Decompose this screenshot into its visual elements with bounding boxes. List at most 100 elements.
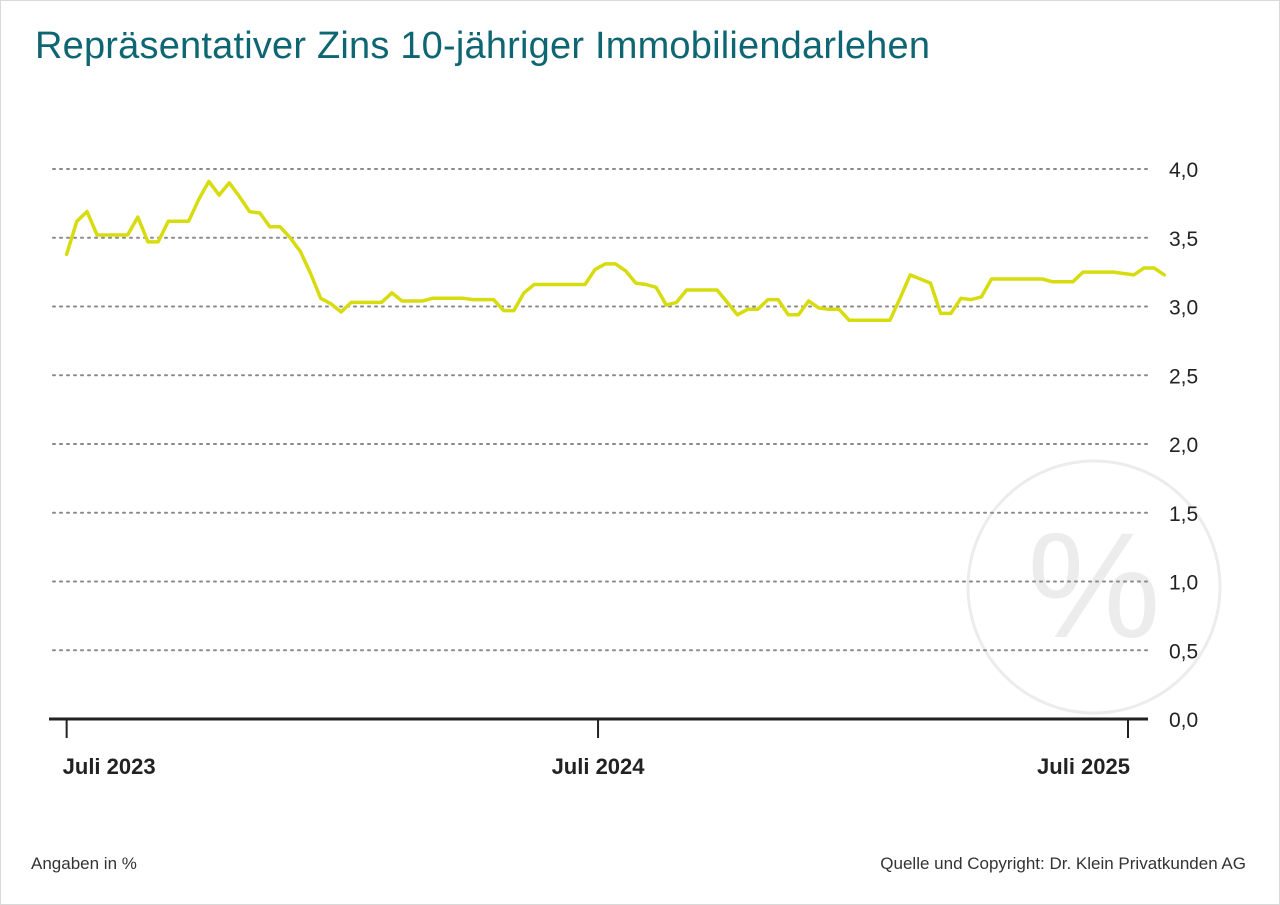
data-point	[685, 288, 688, 292]
data-point	[868, 319, 871, 322]
data-point	[929, 281, 932, 285]
data-point	[593, 268, 597, 271]
data-point	[949, 312, 953, 315]
data-point	[695, 288, 698, 292]
data-point	[502, 309, 505, 312]
y-axis: 0,0 0,5 1,0 1,5 2,0 2,5 3,0 3,5 4,0	[1169, 159, 1198, 732]
data-point	[888, 319, 892, 322]
y-tick-label: 1,0	[1169, 572, 1198, 595]
data-point	[472, 298, 475, 301]
data-point	[797, 313, 800, 316]
data-point	[990, 277, 993, 281]
data-point	[522, 291, 526, 294]
data-point	[217, 193, 221, 197]
y-tick-label: 2,5	[1169, 365, 1198, 388]
y-tick-label: 3,5	[1169, 228, 1198, 251]
data-point	[970, 298, 973, 301]
data-point	[95, 233, 99, 237]
series-layer	[64, 179, 1167, 323]
data-point	[654, 286, 658, 289]
units-note: Angaben in %	[31, 854, 137, 873]
data-point	[817, 306, 820, 310]
y-tick-label: 0,0	[1169, 709, 1198, 732]
data-point	[878, 319, 881, 322]
gridlines	[52, 168, 1149, 652]
data-point	[228, 181, 231, 184]
x-tick-label: Juli 2024	[552, 754, 646, 779]
data-point	[919, 277, 922, 281]
data-point	[136, 215, 139, 219]
data-point	[309, 272, 312, 275]
data-point	[146, 240, 150, 244]
data-point	[238, 195, 241, 198]
data-point	[1000, 277, 1003, 281]
data-point	[665, 303, 668, 307]
data-point	[858, 319, 861, 322]
data-point	[339, 310, 343, 314]
data-point	[177, 220, 180, 223]
y-tick-label: 0,5	[1169, 640, 1198, 663]
data-point	[980, 295, 983, 299]
data-point	[1092, 270, 1095, 274]
data-point	[1020, 277, 1024, 281]
data-point	[482, 298, 485, 301]
y-tick-label: 4,0	[1169, 159, 1198, 182]
data-point	[1142, 266, 1146, 270]
data-point	[644, 283, 648, 286]
data-point	[715, 288, 719, 292]
data-point	[827, 308, 831, 311]
data-point	[1010, 277, 1013, 281]
data-point	[1132, 273, 1136, 277]
data-point	[350, 301, 353, 304]
data-point	[746, 308, 749, 311]
data-point	[909, 273, 912, 277]
y-tick-label: 1,5	[1169, 503, 1198, 526]
data-point	[624, 269, 627, 272]
data-point	[380, 301, 383, 304]
data-point	[451, 297, 455, 300]
data-point	[329, 302, 333, 305]
data-point	[848, 319, 851, 322]
x-tick-label: Juli 2023	[63, 754, 156, 779]
data-point	[1061, 280, 1064, 283]
data-point	[543, 283, 546, 286]
data-point	[614, 262, 617, 266]
data-point	[1031, 277, 1034, 281]
data-point	[726, 301, 729, 304]
data-point	[156, 240, 160, 244]
data-point	[278, 225, 282, 228]
y-tick-label: 2,0	[1169, 434, 1198, 457]
data-point	[705, 288, 709, 292]
data-point	[411, 299, 414, 303]
data-point	[939, 312, 942, 315]
data-point	[604, 262, 607, 266]
data-point	[75, 220, 79, 223]
data-point	[421, 299, 424, 303]
data-point	[258, 211, 261, 215]
series-line	[64, 179, 1167, 323]
data-point	[126, 233, 129, 237]
data-point	[776, 298, 780, 301]
data-point	[512, 309, 515, 312]
data-point	[197, 198, 200, 201]
data-point	[634, 281, 637, 285]
data-point	[116, 233, 119, 237]
data-point	[573, 283, 576, 286]
data-point	[1152, 266, 1156, 270]
source-credit: Quelle und Copyright: Dr. Klein Privatku…	[880, 854, 1246, 873]
data-point	[837, 308, 841, 311]
data-point	[533, 283, 536, 286]
data-point	[492, 298, 495, 301]
data-point	[583, 283, 587, 286]
data-point	[1071, 280, 1075, 283]
chart-title: Repräsentativer Zins 10-jähriger Immobil…	[35, 25, 931, 67]
data-point	[1122, 272, 1125, 275]
data-point	[248, 210, 251, 213]
data-point	[461, 297, 465, 300]
data-point	[187, 220, 190, 223]
data-point	[289, 236, 292, 239]
data-point	[1081, 270, 1085, 274]
x-tick-label: Juli 2025	[1037, 754, 1130, 779]
data-point	[441, 297, 444, 300]
